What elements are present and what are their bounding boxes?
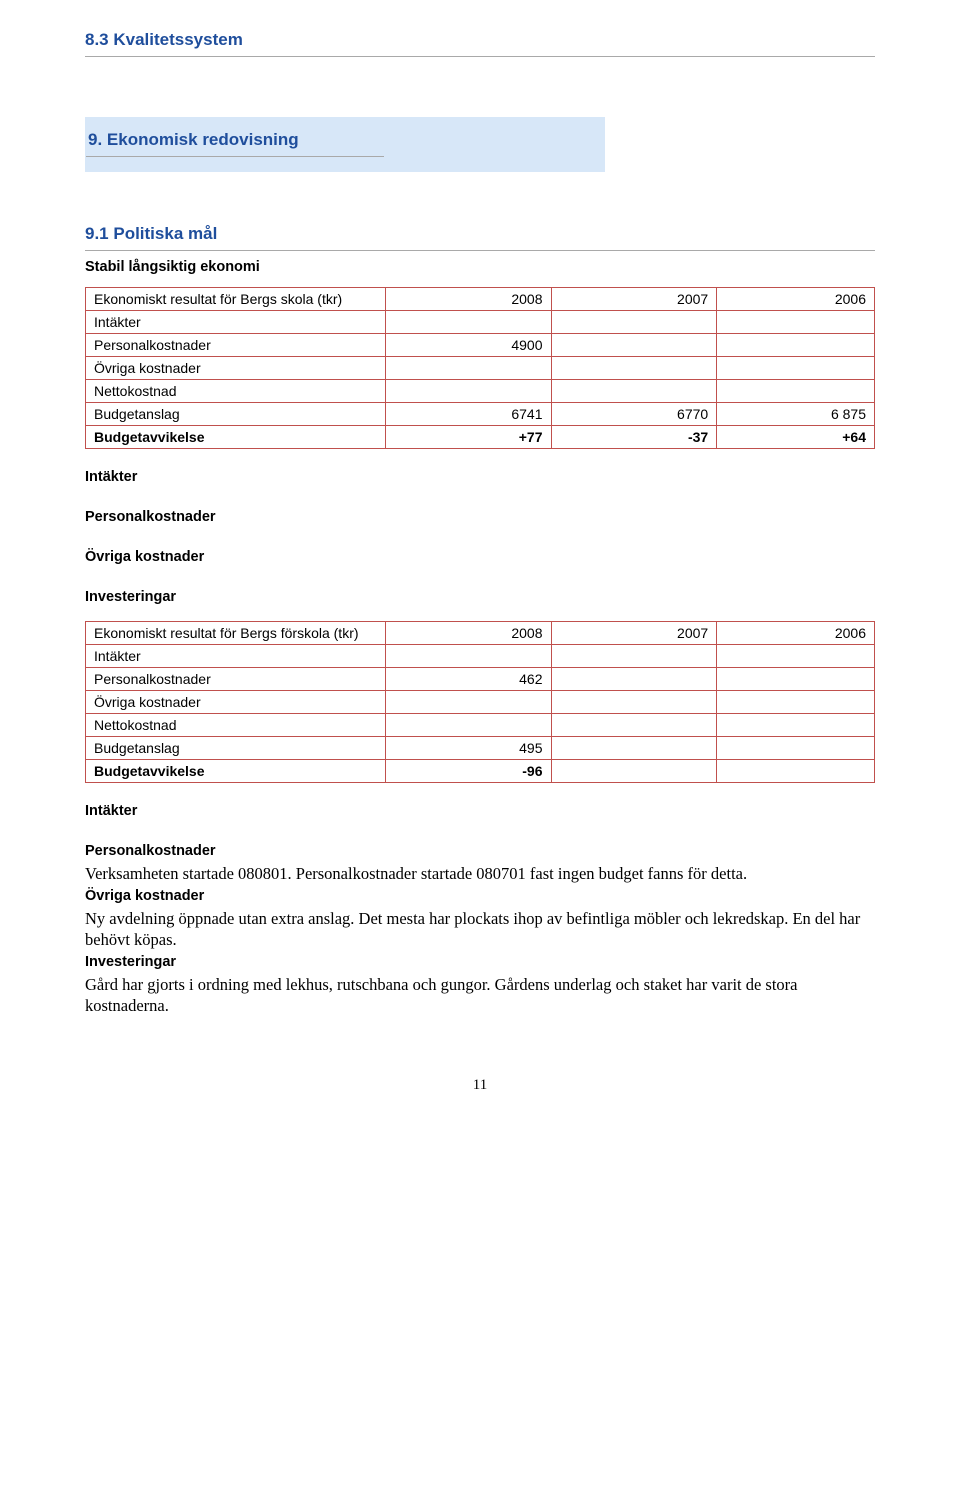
cell-label: Nettokostnad — [86, 380, 386, 403]
cell — [385, 380, 551, 403]
cell — [717, 311, 875, 334]
table-row: Ekonomiskt resultat för Bergs skola (tkr… — [86, 288, 875, 311]
cell — [717, 668, 875, 691]
table-row: Ekonomiskt resultat för Bergs förskola (… — [86, 622, 875, 645]
cell — [717, 645, 875, 668]
table-row: Budgetanslag 6741 6770 6 875 — [86, 403, 875, 426]
cell-label: Budgetanslag — [86, 403, 386, 426]
cell-label: Budgetanslag — [86, 737, 386, 760]
cell — [551, 714, 717, 737]
label-intakter-2: Intäkter — [85, 803, 875, 819]
cell — [551, 737, 717, 760]
label-personalkostnader-2: Personalkostnader — [85, 843, 875, 859]
cell-year: 2006 — [717, 288, 875, 311]
table-row: Övriga kostnader — [86, 691, 875, 714]
label-personalkostnader: Personalkostnader — [85, 509, 875, 525]
cell — [717, 691, 875, 714]
cell-value: +64 — [717, 426, 875, 449]
cell-year: 2008 — [385, 288, 551, 311]
cell — [551, 691, 717, 714]
cell — [551, 357, 717, 380]
paragraph: Gård har gjorts i ordning med lekhus, ru… — [85, 974, 875, 1016]
table-row: Nettokostnad — [86, 380, 875, 403]
cell — [551, 760, 717, 783]
table-row: Intäkter — [86, 311, 875, 334]
table-bergs-skola: Ekonomiskt resultat för Bergs skola (tkr… — [85, 287, 875, 449]
cell-value: 6770 — [551, 403, 717, 426]
cell — [551, 380, 717, 403]
section-rule — [86, 156, 384, 157]
cell-label: Övriga kostnader — [86, 691, 386, 714]
cell — [385, 645, 551, 668]
cell-value: 462 — [385, 668, 551, 691]
table-row: Intäkter — [86, 645, 875, 668]
table-row: Budgetavvikelse +77 -37 +64 — [86, 426, 875, 449]
label-ovriga-2: Övriga kostnader — [85, 888, 875, 904]
cell — [717, 760, 875, 783]
cell — [385, 311, 551, 334]
cell — [551, 334, 717, 357]
cell-label: Ekonomiskt resultat för Bergs förskola (… — [86, 622, 386, 645]
table-row: Personalkostnader 462 — [86, 668, 875, 691]
cell-year: 2006 — [717, 622, 875, 645]
table-row: Nettokostnad — [86, 714, 875, 737]
heading-rule — [85, 56, 875, 57]
label-investeringar: Investeringar — [85, 589, 875, 605]
cell — [717, 380, 875, 403]
cell-year: 2007 — [551, 622, 717, 645]
cell-value: -37 — [551, 426, 717, 449]
table-bergs-forskola: Ekonomiskt resultat för Bergs förskola (… — [85, 621, 875, 783]
cell-label: Personalkostnader — [86, 334, 386, 357]
subheading-stabil: Stabil långsiktig ekonomi — [85, 259, 875, 275]
heading-9-1: 9.1 Politiska mål — [85, 224, 875, 244]
paragraph: Ny avdelning öppnade utan extra anslag. … — [85, 908, 875, 950]
cell-label: Personalkostnader — [86, 668, 386, 691]
cell — [551, 645, 717, 668]
cell — [717, 737, 875, 760]
heading-8-3: 8.3 Kvalitetssystem — [85, 30, 875, 50]
cell-label: Budgetavvikelse — [86, 760, 386, 783]
cell-value: +77 — [385, 426, 551, 449]
label-investeringar-2: Investeringar — [85, 954, 875, 970]
cell — [717, 334, 875, 357]
page-number: 11 — [85, 1077, 875, 1094]
paragraph: Verksamheten startade 080801. Personalko… — [85, 863, 875, 884]
table-row: Budgetanslag 495 — [86, 737, 875, 760]
cell — [385, 714, 551, 737]
heading-9: 9. Ekonomisk redovisning — [86, 130, 299, 150]
cell-label: Övriga kostnader — [86, 357, 386, 380]
cell — [551, 311, 717, 334]
cell-year: 2007 — [551, 288, 717, 311]
cell-year: 2008 — [385, 622, 551, 645]
section-9-box: 9. Ekonomisk redovisning — [85, 117, 605, 172]
cell — [385, 357, 551, 380]
table-row: Personalkostnader 4900 — [86, 334, 875, 357]
cell-value: -96 — [385, 760, 551, 783]
table-row: Budgetavvikelse -96 — [86, 760, 875, 783]
cell-value: 6 875 — [717, 403, 875, 426]
cell — [717, 714, 875, 737]
cell-label: Intäkter — [86, 645, 386, 668]
table-row: Övriga kostnader — [86, 357, 875, 380]
cell-label: Nettokostnad — [86, 714, 386, 737]
cell-label: Ekonomiskt resultat för Bergs skola (tkr… — [86, 288, 386, 311]
cell — [717, 357, 875, 380]
cell-value: 495 — [385, 737, 551, 760]
label-ovriga: Övriga kostnader — [85, 549, 875, 565]
heading-rule-2 — [85, 250, 875, 251]
page-container: 8.3 Kvalitetssystem 9. Ekonomisk redovis… — [0, 0, 960, 1134]
cell — [551, 668, 717, 691]
cell-label: Budgetavvikelse — [86, 426, 386, 449]
cell-value: 4900 — [385, 334, 551, 357]
cell-value: 6741 — [385, 403, 551, 426]
cell-label: Intäkter — [86, 311, 386, 334]
cell — [385, 691, 551, 714]
label-intakter: Intäkter — [85, 469, 875, 485]
